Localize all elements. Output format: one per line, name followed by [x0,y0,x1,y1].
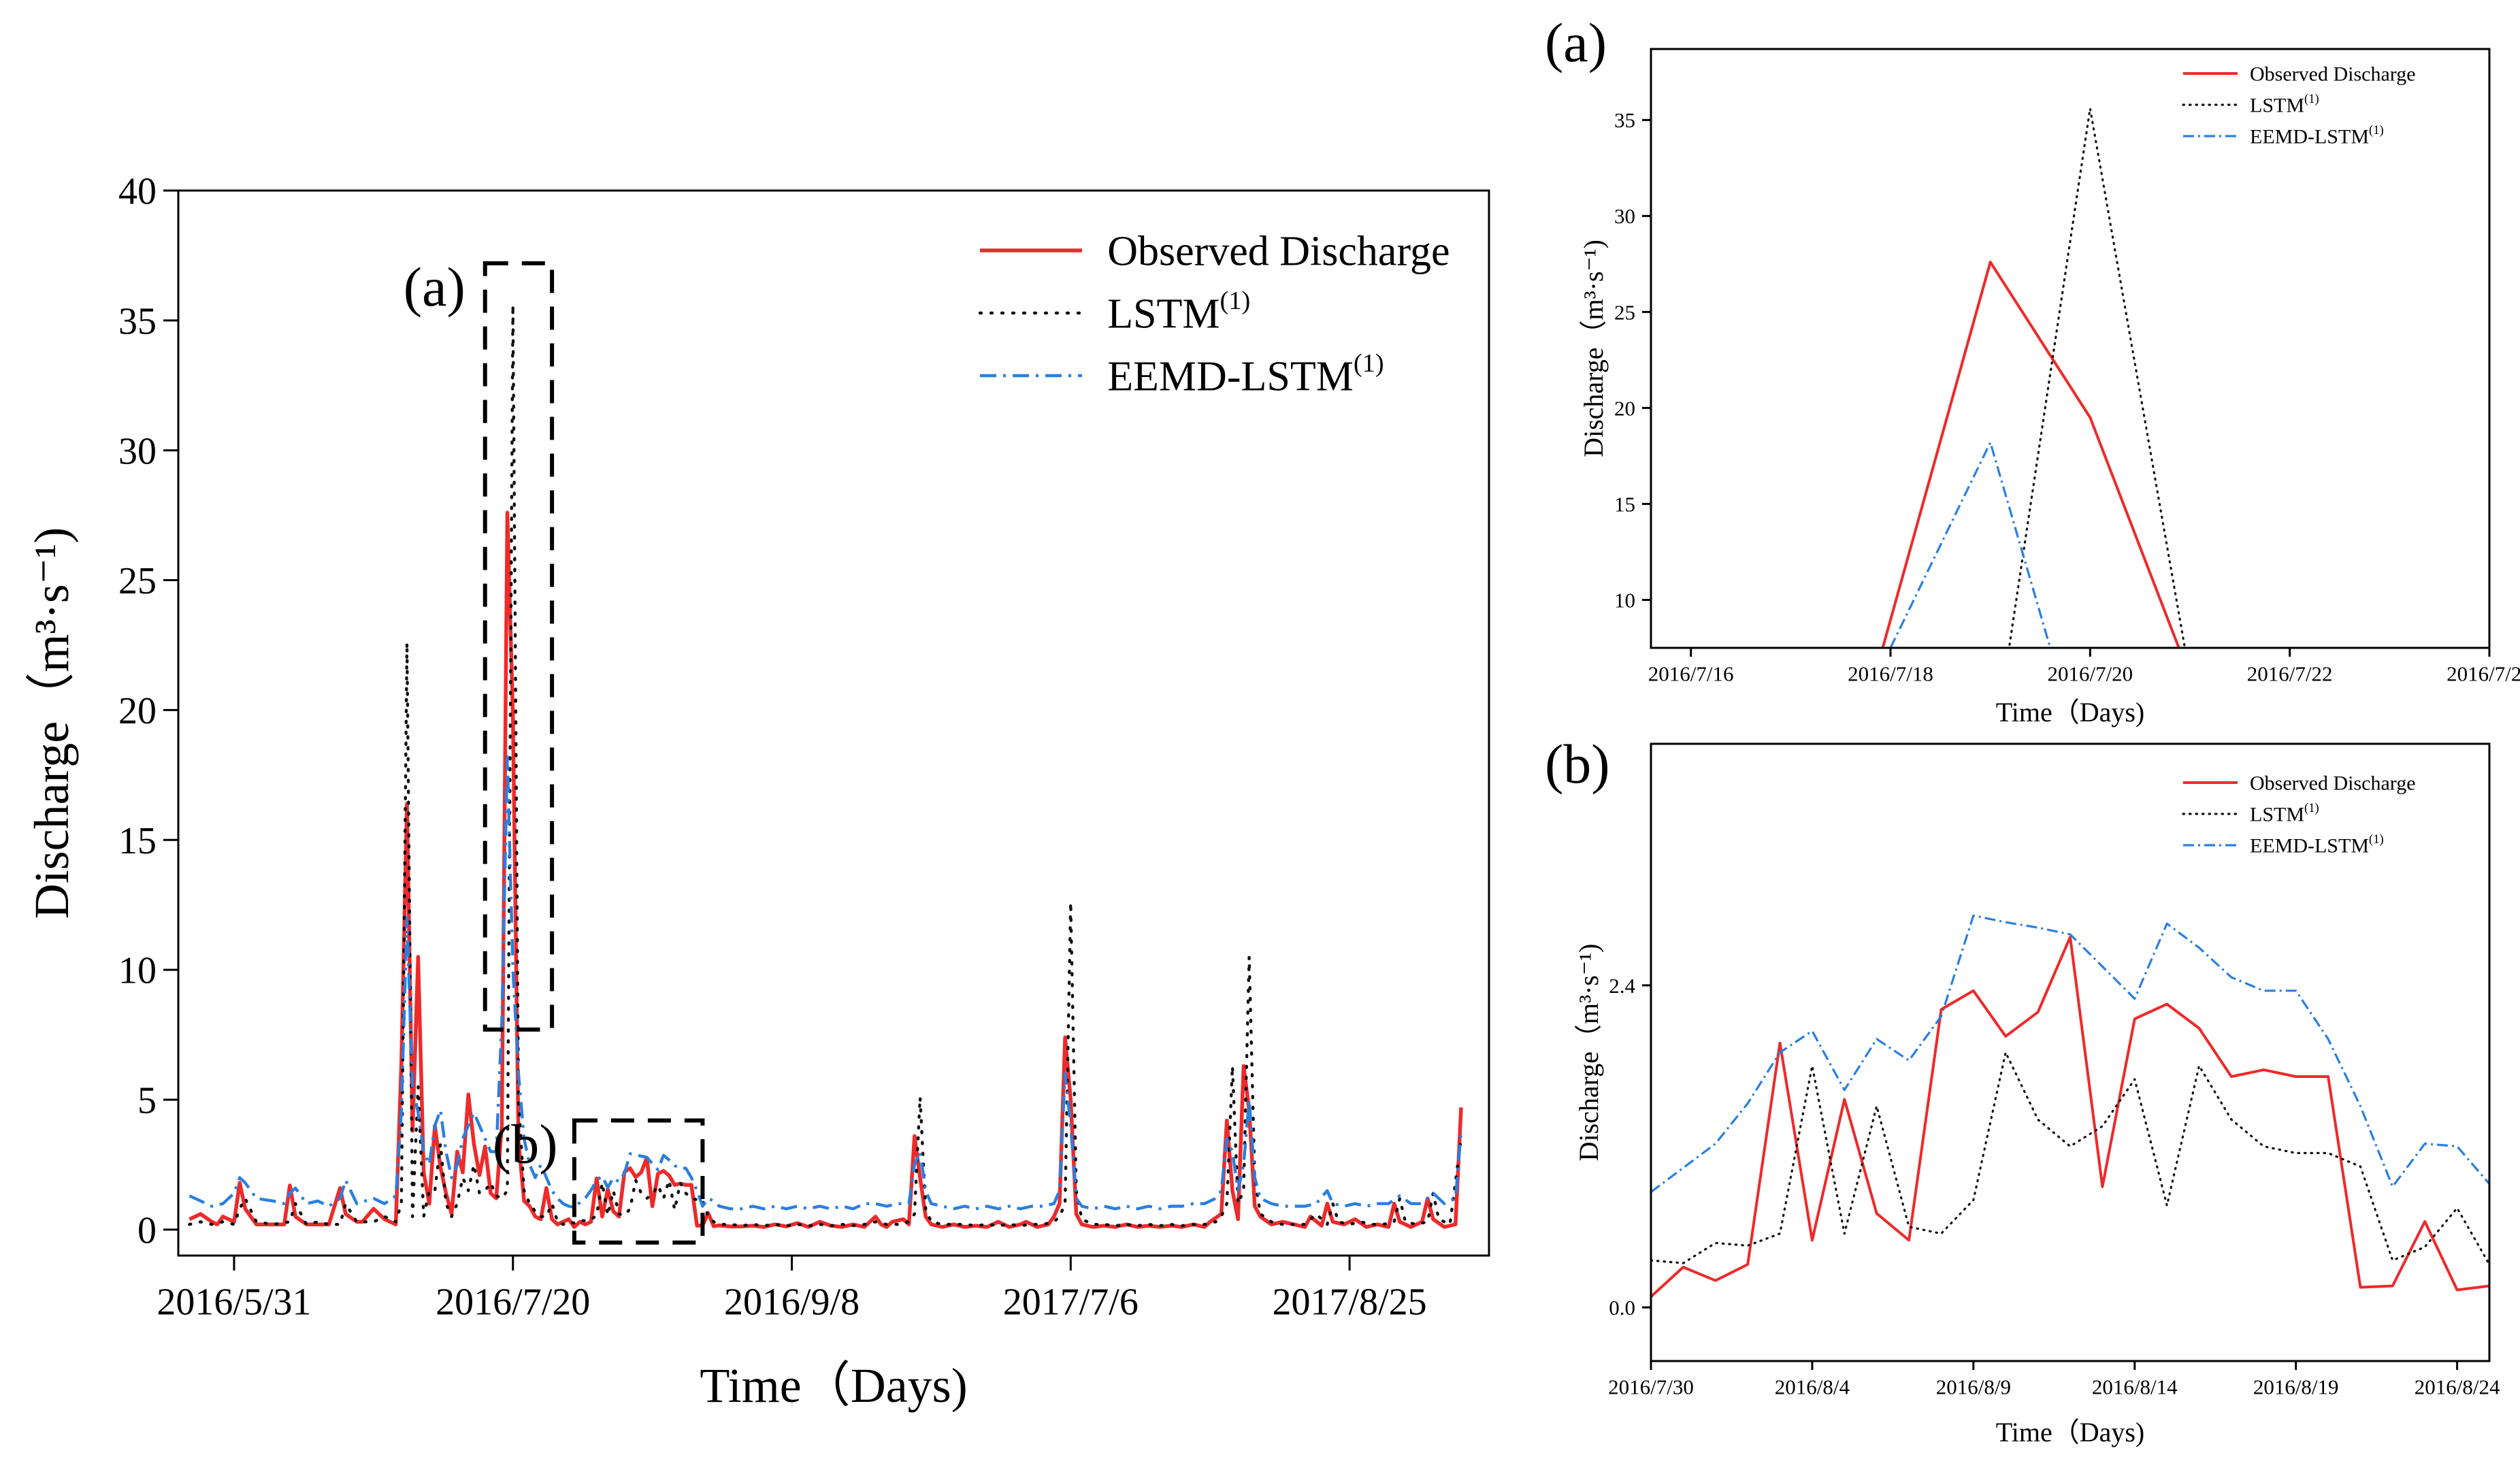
zoom-box-label: (b) [493,1113,558,1175]
y-tick-label: 15 [118,820,157,862]
panel-label: (a) [1545,12,1607,73]
y-tick-label: 25 [1614,300,1635,324]
x-tick-label: 2016/9/8 [724,1281,860,1323]
y-tick-label: 10 [118,950,157,992]
lstm-line [188,303,1463,1228]
legend-superscript: (1) [2369,123,2384,137]
zoom-box-b [572,1118,705,1245]
legend-superscript: (1) [1354,349,1384,378]
plot-frame [1650,742,2491,1362]
y-axis-title: Discharge（m³·s⁻¹) [24,527,79,919]
legend-entry: EEMD-LSTM(1) [2250,832,2384,857]
x-tick-label: 2016/5/31 [157,1281,311,1323]
series-group [1651,914,2489,1298]
y-tick-label: 35 [1614,108,1635,132]
y-tick-label: 15 [1614,492,1635,516]
legend-entry: Observed Discharge [2250,772,2416,795]
plot-frame [1650,48,2491,649]
y-tick-label: 40 [118,171,157,213]
x-tick-label: 2016/7/24 [2447,662,2520,686]
legend: Observed Discharge LSTM(1) EEMD-LSTM(1) [2182,63,2416,148]
x-tick-label: 2016/7/20 [436,1281,590,1323]
legend-superscript: (1) [2304,92,2319,106]
legend-entry: EEMD-LSTM(1) [1107,349,1384,400]
x-axis-title: Time（Days) [700,1358,967,1413]
series-group [1881,107,2187,648]
eemd-lstm-line [1889,441,2052,648]
y-tick-label: 10 [1614,588,1635,612]
eemd-lstm-line [1651,914,2489,1193]
y-tick-label: 5 [137,1080,157,1122]
y-tick-label: 25 [118,560,157,602]
y-tick-label: 30 [118,430,157,472]
y-tick-label: 20 [118,690,157,732]
legend-entry: LSTM(1) [2250,92,2319,117]
y-tick-label: 2.4 [1609,974,1635,998]
legend-entry: Observed Discharge [1107,229,1450,275]
y-tick-label: 35 [118,300,157,342]
observed-line [189,510,1463,1229]
legend-superscript: (1) [1220,287,1251,315]
main-chart: 0 5 10 15 20 25 30 35 40 2016/5/31 2016/7/20 2016/9… [24,171,1490,1413]
x-tick-label: 2016/8/24 [2415,1375,2500,1399]
legend-superscript: (1) [2369,832,2384,847]
zoom-box-label: (a) [404,256,465,318]
y-tick-label: 30 [1614,204,1635,228]
x-tick-label: 2016/7/18 [1848,662,1933,686]
x-tick-label: 2016/7/30 [1608,1375,1694,1399]
legend: Observed Discharge LSTM(1) EEMD-LSTM(1) [2182,772,2416,857]
legend-entry: Observed Discharge [2250,63,2416,86]
y-axis-title: Discharge（m³·s⁻¹) [1578,240,1609,457]
y-axis-title: Discharge（m³·s⁻¹) [1573,944,1604,1162]
zoom-b-chart: 0.0 2.4 2016/7/30 2016/8/4 2016/8/9 2016/8/14… [1545,733,2500,1447]
zoom-box-a [482,261,555,1032]
x-tick-label: 2016/8/19 [2253,1375,2339,1399]
zoom-a-chart: 10 15 20 25 30 35 2016/7/16 2016/7/18 2016/7/20 2… [1545,12,2520,727]
legend-entry: LSTM(1) [2250,801,2319,826]
series-group [188,303,1463,1229]
lstm-line [1651,1051,2489,1266]
legend-entry: EEMD-LSTM(1) [2250,123,2384,148]
x-tick-label: 2016/7/22 [2247,662,2333,686]
y-tick-label: 0.0 [1609,1296,1635,1320]
y-tick-label: 0 [137,1209,157,1251]
y-tick-label: 20 [1614,396,1635,420]
x-tick-label: 2016/7/20 [2047,662,2133,686]
x-tick-label: 2017/7/6 [1003,1281,1139,1323]
panel-label: (b) [1545,733,1610,795]
legend-superscript: (1) [2304,801,2319,815]
observed-line [1651,935,2489,1298]
x-axis-title: Time（Days) [1996,1417,2145,1447]
x-tick-label: 2016/8/14 [2092,1375,2178,1399]
x-tick-label: 2017/8/25 [1273,1281,1427,1323]
x-tick-label: 2016/7/16 [1648,662,1734,686]
x-tick-label: 2016/8/9 [1936,1375,2011,1399]
lstm-line [2008,107,2187,648]
observed-line [1881,261,2180,648]
eemd-lstm-line [189,755,1463,1211]
plot-frame [177,189,1490,1257]
x-tick-label: 2016/8/4 [1775,1375,1850,1399]
x-axis-title: Time（Days) [1996,697,2145,727]
